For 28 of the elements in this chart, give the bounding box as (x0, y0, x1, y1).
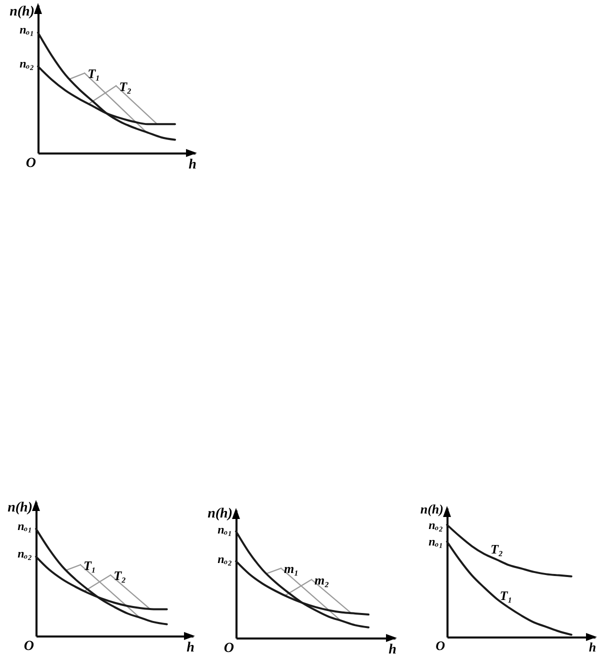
y-axis-title: n(h) (420, 502, 444, 516)
text: nₒ₂ (428, 518, 443, 532)
series-label: m₁ (284, 561, 299, 576)
y-axis-title: n(h) (208, 506, 232, 522)
series-label: T₂ (490, 542, 503, 557)
series-label: m₂ (314, 572, 330, 588)
annotation: nₒ₂ (218, 552, 232, 566)
x-axis-title: h (388, 642, 397, 656)
y-axis-title: n(h) (10, 4, 34, 20)
text: O (436, 638, 446, 653)
y-axis-title: n(h) (8, 500, 32, 516)
x-axis-title: h (588, 640, 596, 654)
series-label: T₁ (88, 66, 100, 82)
annotation: nₒ₁ (18, 518, 32, 533)
text: nₒ₂ (20, 56, 34, 70)
text: O (24, 639, 34, 654)
annotation: nₒ₁ (218, 522, 232, 536)
series-label: T₂ (114, 568, 126, 584)
series-label: T₁ (83, 558, 96, 573)
series-label: T₁ (500, 588, 512, 603)
text: O (224, 641, 234, 656)
annotation: nₒ₂ (18, 546, 32, 561)
series-label: T₂ (119, 78, 132, 94)
text: O (26, 156, 36, 171)
text: nₒ₁ (428, 534, 443, 549)
x-axis-title: h (188, 158, 197, 172)
x-axis-title: h (186, 640, 195, 656)
text: nₒ₁ (20, 22, 34, 37)
